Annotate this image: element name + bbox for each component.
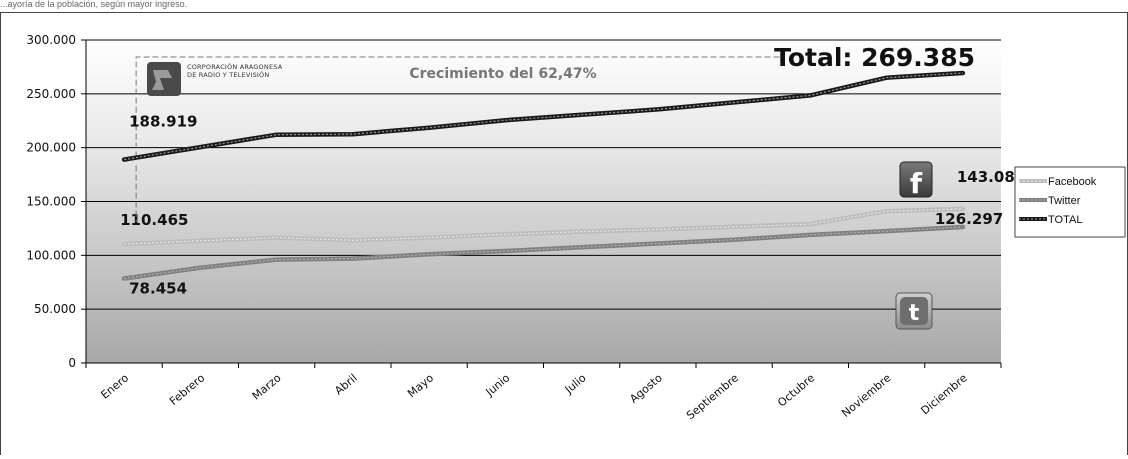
- y-tick-label: 250.000: [26, 87, 76, 101]
- logo-text-line2: DE RADIO Y TELEVISIÓN: [187, 70, 269, 79]
- x-tick-label: Agosto: [627, 371, 665, 406]
- svg-text:f: f: [910, 167, 923, 200]
- top-clipped-text: ...ayoría de la población, según mayor i…: [0, 0, 600, 10]
- x-tick-label: Junio: [483, 371, 513, 399]
- svg-text:t: t: [909, 301, 920, 326]
- legend-label-facebook: Facebook: [1048, 176, 1097, 188]
- data-label-facebook-0: 110.465: [120, 211, 188, 229]
- legend-label-total: TOTAL: [1048, 214, 1082, 226]
- total-annotation: Total: 269.385: [774, 43, 975, 72]
- x-axis: Enero Febrero Marzo Abril Mayo Junio Julio Agos…: [86, 363, 1001, 422]
- legend-label-twitter: Twitter: [1048, 195, 1081, 207]
- x-tick-label: Diciembre: [918, 371, 970, 417]
- y-tick-label: 200.000: [26, 141, 76, 155]
- logo-text-line1: CORPORACIÓN ARAGONESA: [187, 62, 283, 71]
- x-tick-label: Noviembre: [839, 371, 894, 420]
- x-tick-label: Mayo: [405, 371, 436, 400]
- y-tick-label: 100.000: [26, 248, 76, 262]
- facebook-icon: f: [900, 162, 932, 200]
- x-tick-label: Julio: [562, 371, 589, 397]
- y-tick-label: 300.000: [26, 33, 76, 47]
- twitter-icon: t: [896, 293, 932, 329]
- y-axis: 0 50.000 100.000 150.000 200.000 250.000 300.0…: [26, 33, 86, 370]
- crtva-logo-mark: [147, 62, 181, 96]
- y-tick-label: 50.000: [34, 302, 76, 316]
- data-label-twitter-0: 78.454: [129, 280, 187, 298]
- y-tick-label: 150.000: [26, 195, 76, 209]
- data-label-twitter-11: 126.297: [935, 210, 1003, 228]
- x-tick-label: Septiembre: [684, 371, 741, 422]
- x-tick-label: Febrero: [167, 371, 207, 408]
- x-tick-label: Enero: [98, 371, 131, 402]
- x-tick-label: Octubre: [775, 371, 817, 409]
- growth-annotation: Crecimiento del 62,47%: [409, 66, 596, 82]
- data-label-total-0: 188.919: [129, 113, 197, 131]
- x-tick-label: Marzo: [250, 371, 284, 403]
- y-tick-label: 0: [68, 356, 76, 370]
- legend: Facebook Twitter TOTAL: [1015, 167, 1125, 237]
- x-tick-label: Abril: [332, 371, 360, 397]
